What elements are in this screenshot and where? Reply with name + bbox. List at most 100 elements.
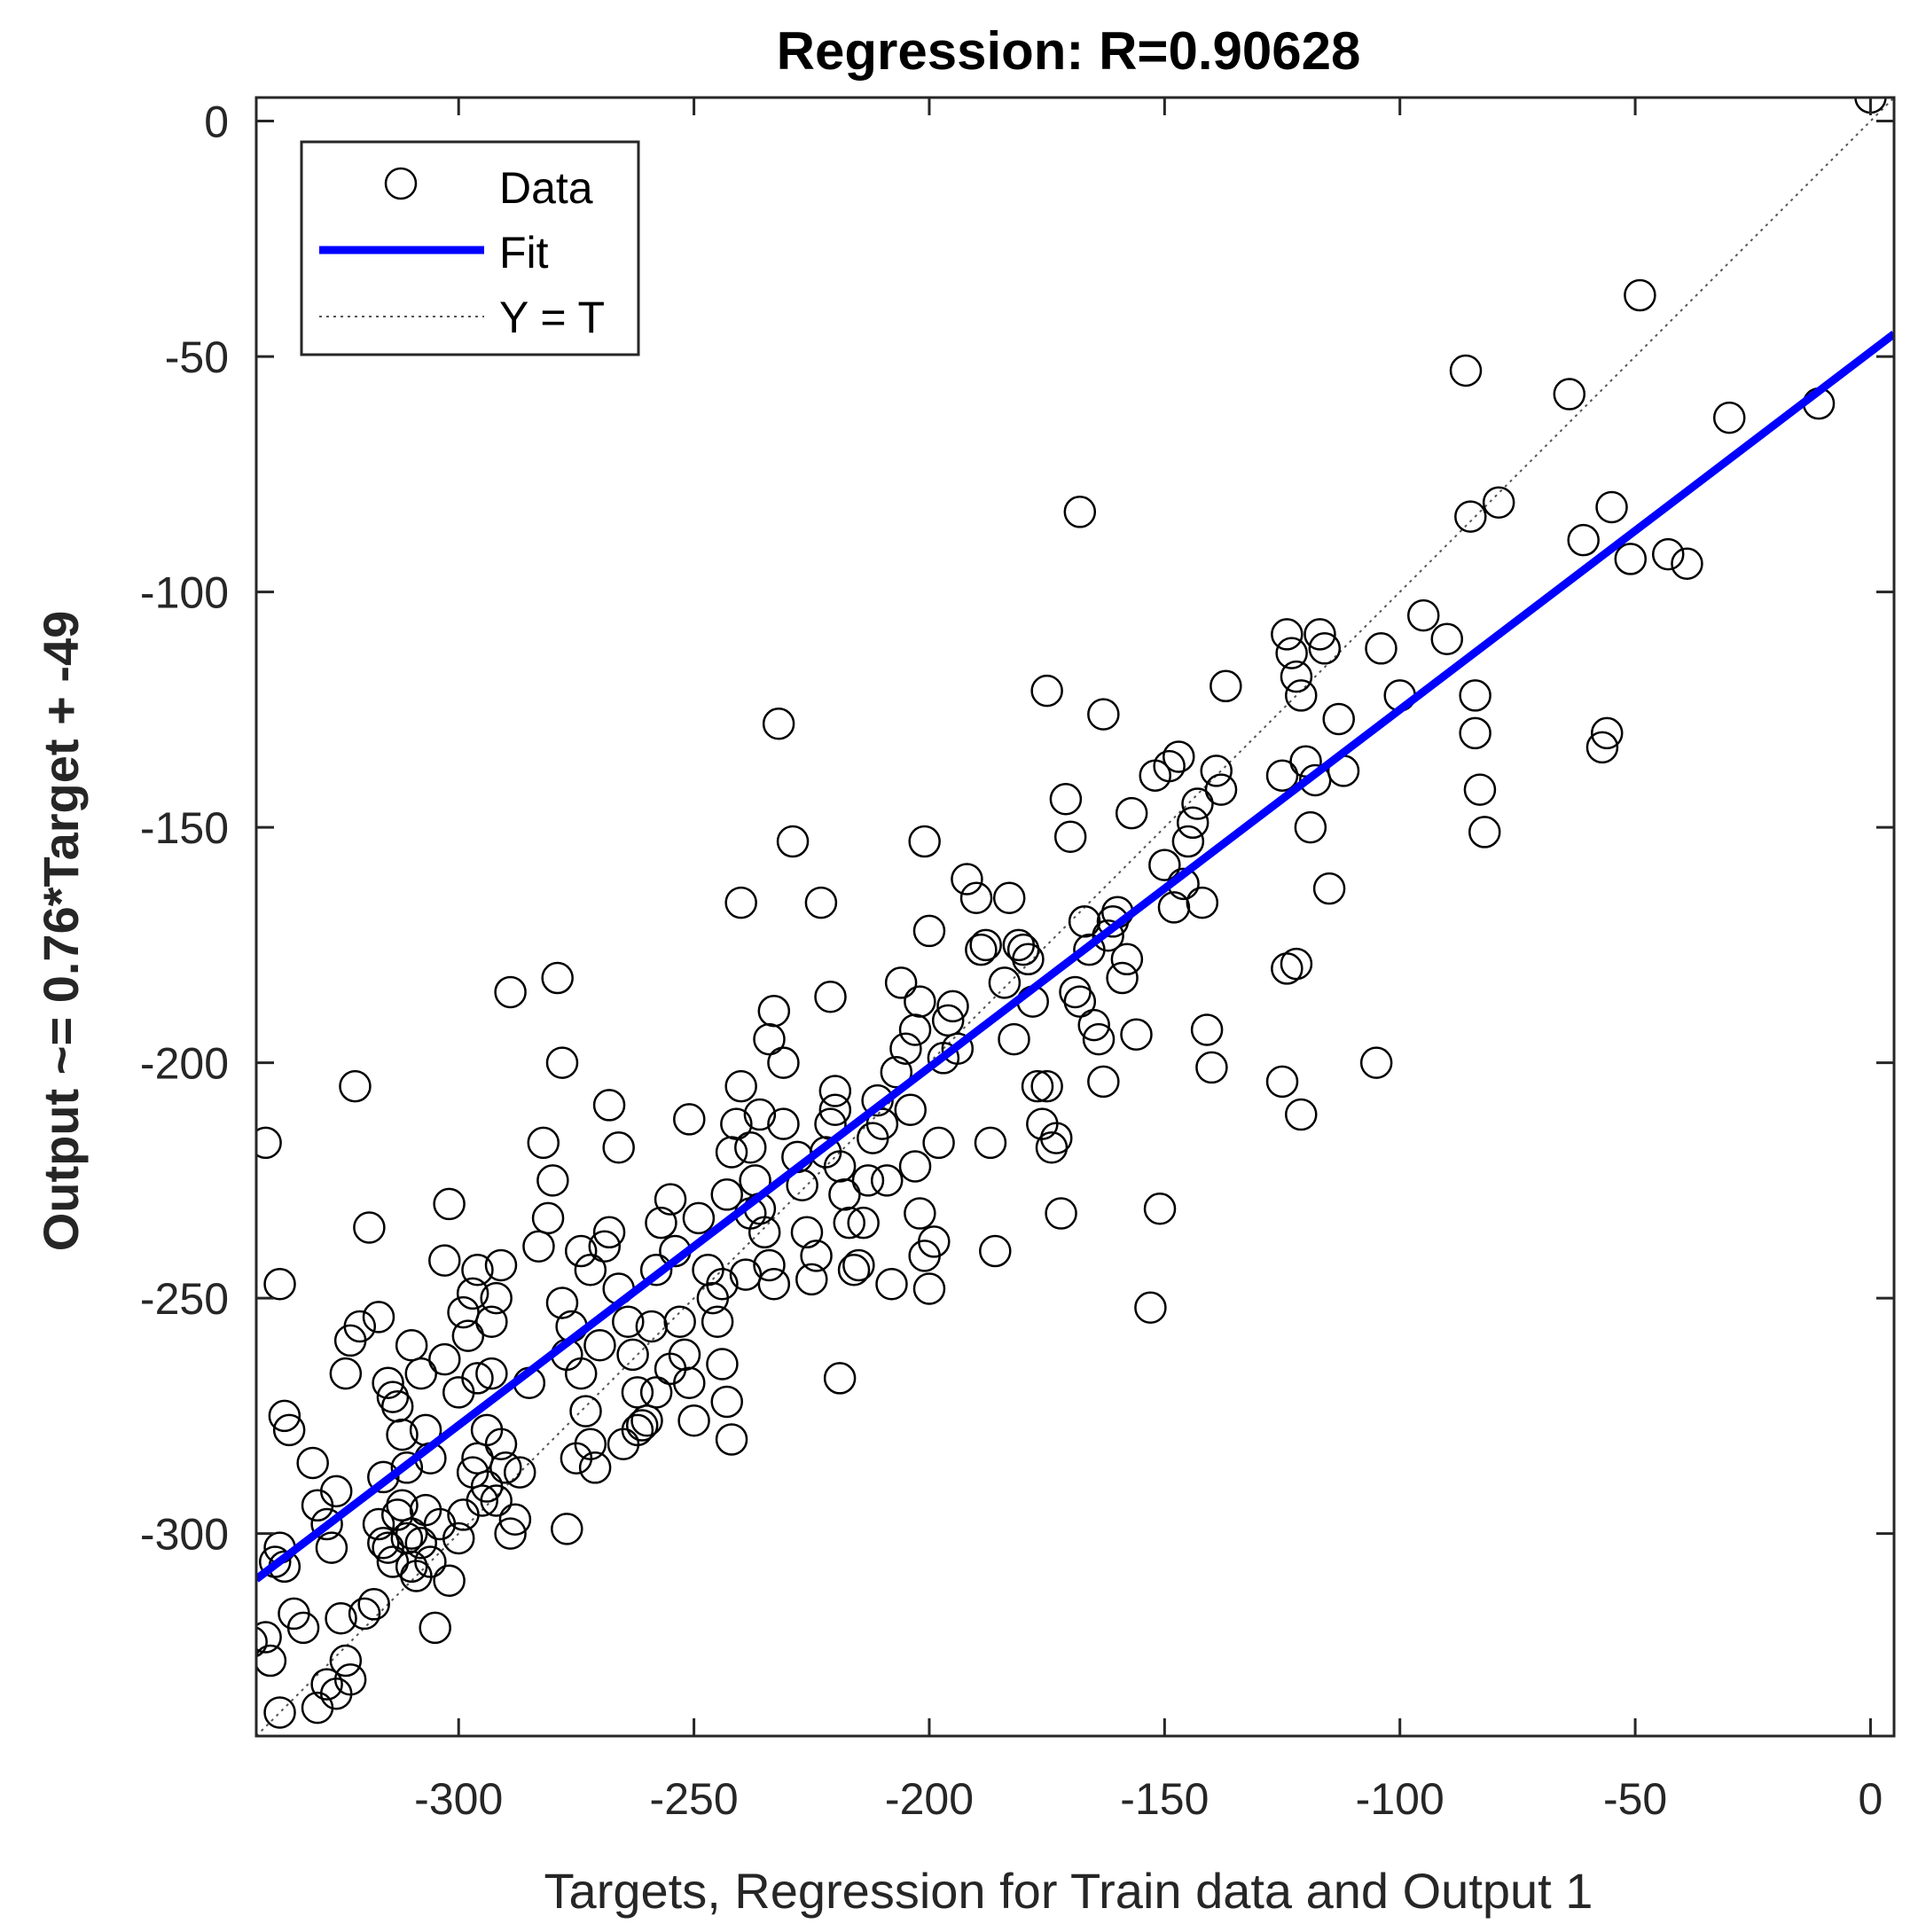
data-point: [461, 1254, 494, 1287]
data-point: [1134, 1291, 1167, 1325]
data-point: [386, 1489, 419, 1522]
data-point: [1200, 755, 1233, 787]
data-point: [912, 914, 946, 948]
data-point: [865, 1107, 899, 1140]
data-point: [286, 1611, 320, 1645]
data-point: [325, 1601, 357, 1635]
data-point: [339, 1069, 372, 1103]
data-point: [1553, 378, 1586, 411]
data-point: [931, 1004, 965, 1037]
data-point: [904, 1197, 936, 1230]
data-point: [1265, 1065, 1299, 1099]
plot-area: [256, 98, 1894, 1736]
data-point: [706, 1267, 739, 1301]
data-point: [701, 1305, 734, 1338]
data-point: [757, 1267, 791, 1301]
data-point: [753, 1022, 786, 1056]
data-point: [268, 1399, 301, 1433]
data-point: [1063, 496, 1097, 528]
data-point: [743, 1098, 777, 1131]
data-point: [545, 1287, 579, 1319]
data-point: [790, 1216, 824, 1249]
data-point: [1053, 820, 1087, 853]
data-point: [1030, 674, 1063, 708]
data-point: [578, 1451, 612, 1484]
data-point: [677, 1404, 710, 1437]
data-point: [333, 1663, 367, 1696]
data-point: [715, 1136, 748, 1169]
data-point: [936, 989, 969, 1023]
data-point: [319, 1474, 353, 1508]
data-point: [451, 1319, 485, 1352]
data-point: [1271, 618, 1303, 651]
chart-title: Regression: R=0.90628: [777, 21, 1361, 81]
data-point: [767, 1046, 800, 1079]
data-point: [376, 1545, 410, 1578]
data-point: [1186, 886, 1219, 919]
data-point: [541, 961, 574, 995]
data-point: [560, 1442, 593, 1474]
data-point: [828, 1178, 861, 1211]
data-point: [1322, 702, 1355, 736]
data-point: [654, 1352, 687, 1386]
data-point: [715, 1423, 748, 1456]
data-point: [1176, 806, 1210, 840]
data-point: [720, 1107, 753, 1140]
data-point: [296, 1446, 329, 1480]
data-point: [263, 1696, 296, 1729]
data-point: [256, 1626, 268, 1658]
data-point: [442, 1521, 475, 1555]
data-point: [710, 1385, 743, 1419]
data-point: [1195, 1051, 1228, 1084]
data-point: [1265, 759, 1299, 792]
data-point: [1163, 740, 1195, 773]
data-point: [263, 1267, 296, 1301]
data-point: [724, 1069, 757, 1103]
data-point: [372, 1531, 404, 1564]
data-point: [1312, 872, 1346, 905]
x-axis-label: Targets, Regression for Train data and O…: [544, 1863, 1593, 1919]
data-point: [776, 825, 810, 858]
data-point: [908, 825, 941, 858]
data-point: [767, 1107, 800, 1140]
data-point: [1190, 1013, 1224, 1046]
data-point: [592, 1216, 626, 1249]
data-point: [965, 933, 998, 966]
y-tick-label: -200: [140, 1039, 229, 1089]
data-point: [988, 966, 1022, 999]
legend-data-marker: [384, 167, 418, 200]
data-point: [362, 1507, 395, 1541]
data-point: [616, 1338, 649, 1372]
y-tick-label: 0: [204, 98, 229, 147]
data-point: [433, 1564, 466, 1598]
data-point: [875, 1267, 908, 1301]
data-point: [823, 1150, 857, 1183]
data-point: [1021, 1069, 1054, 1103]
data-point: [639, 1254, 673, 1287]
data-point: [256, 1621, 282, 1654]
data-point: [1671, 547, 1703, 580]
data-point: [1585, 731, 1619, 764]
data-point: [922, 1126, 955, 1160]
data-point: [386, 1418, 419, 1451]
data-point: [1204, 773, 1238, 806]
data-point: [757, 994, 791, 1028]
data-point: [409, 1413, 442, 1447]
data-point: [682, 1201, 716, 1235]
data-point: [353, 1211, 386, 1244]
data-point: [329, 1357, 363, 1390]
legend: Data Fit Y = T: [300, 140, 640, 356]
data-point: [390, 1451, 424, 1484]
data-point: [256, 1126, 282, 1160]
data-point: [1171, 825, 1205, 858]
data-point: [1148, 849, 1181, 881]
data-point: [818, 1075, 852, 1107]
data-point: [1285, 679, 1318, 712]
data-point: [470, 1413, 504, 1447]
data-point: [489, 1451, 522, 1484]
data-point: [494, 975, 527, 1009]
data-point: [870, 1164, 904, 1197]
data-point: [1082, 1022, 1116, 1056]
data-point: [1280, 660, 1313, 693]
